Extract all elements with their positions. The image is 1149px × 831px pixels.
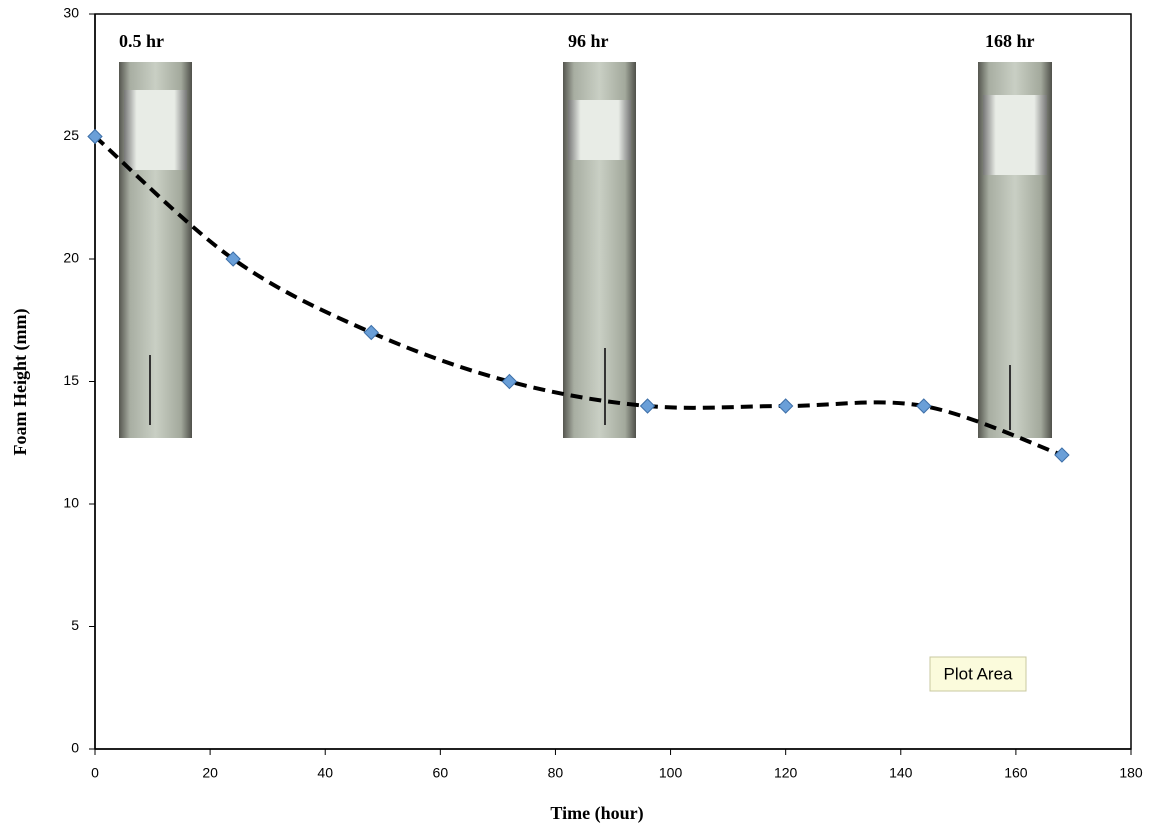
tube-photo xyxy=(978,62,1052,438)
data-point xyxy=(363,324,379,341)
x-tick-label: 140 xyxy=(889,765,913,781)
x-tick-label: 60 xyxy=(433,765,449,781)
annotation: Plot Area xyxy=(944,664,1014,683)
tube-photo xyxy=(119,62,192,438)
x-tick-label: 0 xyxy=(91,765,99,781)
tube-photo xyxy=(563,62,636,438)
x-tick-label: 80 xyxy=(548,765,564,781)
x-tick-label: 180 xyxy=(1119,765,1143,781)
series-line xyxy=(93,135,1063,457)
y-tick-label: 15 xyxy=(63,372,79,388)
annotation: 168 hr xyxy=(985,31,1035,51)
x-tick-label: 20 xyxy=(202,765,218,781)
y-tick-label: 30 xyxy=(63,5,79,21)
data-point xyxy=(501,373,518,390)
annotation: 0.5 hr xyxy=(119,31,164,51)
x-tick-label: 120 xyxy=(774,765,798,781)
data-point xyxy=(916,398,932,414)
y-tick-label: 10 xyxy=(63,495,79,511)
data-point xyxy=(225,251,241,267)
annotation: 96 hr xyxy=(568,31,609,51)
y-tick-label: 0 xyxy=(71,740,79,756)
y-tick-label: 25 xyxy=(63,127,79,143)
tooltip xyxy=(929,656,1027,692)
y-axis-label: Foam Height (mm) xyxy=(10,309,31,456)
x-tick-label: 100 xyxy=(659,765,683,781)
data-point xyxy=(1054,447,1070,463)
y-tick-label: 5 xyxy=(71,617,79,633)
x-axis-label: Time (hour) xyxy=(550,803,643,824)
data-point xyxy=(777,398,794,414)
data-point xyxy=(87,128,103,145)
x-tick-label: 160 xyxy=(1004,765,1028,781)
x-tick-label: 40 xyxy=(317,765,333,781)
y-tick-label: 20 xyxy=(63,250,79,266)
data-point xyxy=(639,398,656,414)
